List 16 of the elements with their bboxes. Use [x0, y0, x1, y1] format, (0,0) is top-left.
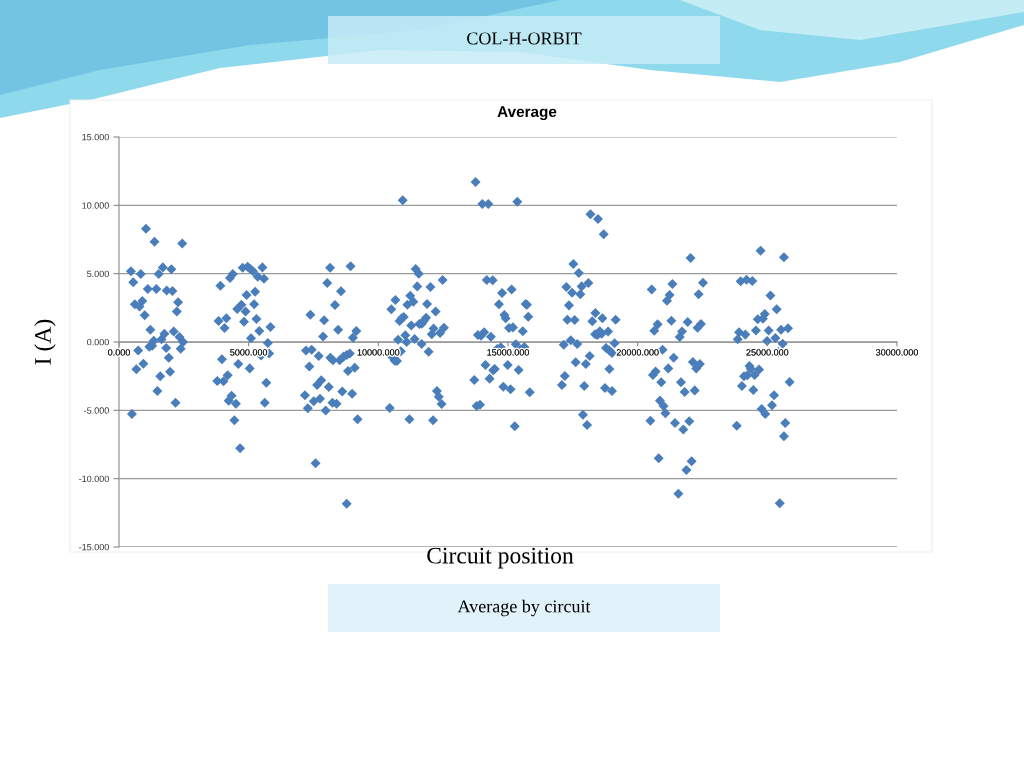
- x-tick-label: 30000.000: [876, 349, 918, 356]
- y-tick-label: 15.000: [82, 133, 109, 141]
- y-tick-label: 5.000: [87, 270, 109, 278]
- x-tick-label: 20000.000: [616, 349, 659, 356]
- x-axis-title: Circuit position: [427, 547, 574, 569]
- y-tick-label: -10.000: [79, 475, 109, 483]
- y-tick-label: -15.000: [79, 543, 109, 551]
- x-tick-label: 0.000: [108, 349, 130, 356]
- chart-title: Average: [497, 106, 557, 121]
- text: COL-H-ORBIT: [467, 32, 582, 45]
- y-tick-label: 10.000: [82, 202, 109, 209]
- x-tick-label: 15000.000: [487, 349, 529, 356]
- text: Average by circuit: [457, 599, 591, 617]
- y-tick-label: 0.000: [87, 338, 109, 346]
- y-tick-label: -5.000: [84, 407, 109, 414]
- y-axis-title: I (A): [34, 319, 56, 365]
